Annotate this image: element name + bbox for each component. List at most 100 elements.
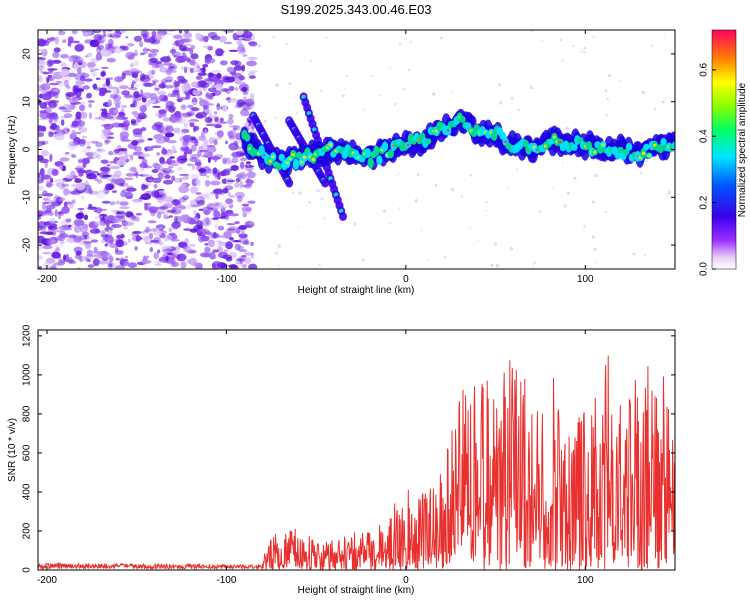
noise-blob bbox=[115, 200, 120, 205]
noise-blob bbox=[189, 59, 196, 66]
noise-blob bbox=[228, 203, 233, 206]
noise-blob bbox=[180, 261, 187, 269]
noise-blob bbox=[147, 70, 155, 77]
noise-blob bbox=[246, 161, 251, 165]
noise-blob bbox=[196, 65, 200, 70]
noise-blob bbox=[235, 177, 240, 183]
noise-blob bbox=[236, 40, 243, 46]
noise-blob bbox=[100, 66, 109, 69]
noise-blob bbox=[187, 120, 198, 123]
noise-blob bbox=[243, 96, 247, 104]
noise-blob bbox=[104, 115, 114, 120]
ridge-core bbox=[300, 160, 304, 164]
speckle bbox=[275, 83, 279, 87]
noise-blob bbox=[60, 115, 68, 119]
noise-blob bbox=[177, 92, 180, 100]
noise-blob bbox=[87, 100, 95, 103]
noise-blob bbox=[107, 261, 114, 269]
noise-blob bbox=[86, 259, 91, 263]
noise-blob bbox=[97, 178, 102, 184]
noise-blob bbox=[159, 205, 169, 211]
noise-blob bbox=[129, 71, 140, 75]
speckle bbox=[274, 116, 277, 120]
noise-blob bbox=[223, 230, 232, 239]
noise-blob bbox=[74, 141, 78, 144]
noise-blob bbox=[86, 92, 92, 99]
noise-blob bbox=[39, 111, 51, 119]
noise-blob bbox=[55, 230, 62, 233]
noise-blob bbox=[135, 216, 140, 222]
ridge-peak bbox=[406, 143, 410, 147]
noise-blob bbox=[142, 92, 153, 99]
noise-blob bbox=[162, 179, 174, 185]
colorbar-label: Normalized spectral amplitude bbox=[737, 82, 748, 217]
noise-blob bbox=[120, 190, 127, 198]
streak-blob bbox=[285, 178, 294, 188]
noise-blob bbox=[183, 136, 191, 143]
noise-blob bbox=[128, 70, 132, 77]
noise-blob bbox=[125, 36, 129, 39]
noise-blob bbox=[158, 109, 167, 115]
noise-blob bbox=[63, 254, 67, 261]
speckle bbox=[469, 174, 472, 177]
noise-blob bbox=[61, 119, 65, 126]
noise-blob bbox=[109, 185, 115, 190]
noise-blob bbox=[71, 120, 79, 128]
noise-blob bbox=[182, 134, 193, 143]
noise-blob bbox=[53, 178, 65, 183]
noise-blob bbox=[63, 259, 75, 263]
noise-blob bbox=[133, 170, 139, 176]
noise-blob bbox=[74, 44, 84, 52]
noise-blob bbox=[171, 221, 181, 229]
speckle bbox=[378, 94, 381, 97]
noise-blob bbox=[203, 151, 214, 159]
noise-blob bbox=[186, 57, 191, 63]
speckle bbox=[409, 41, 412, 44]
noise-blob bbox=[228, 49, 239, 52]
noise-blob bbox=[76, 237, 83, 241]
noise-blob bbox=[220, 88, 230, 93]
noise-blob bbox=[132, 132, 143, 138]
noise-blob bbox=[153, 133, 164, 140]
noise-blob bbox=[84, 78, 93, 82]
noise-blob bbox=[195, 69, 202, 73]
noise-blob bbox=[139, 104, 147, 113]
noise-blob bbox=[147, 99, 156, 104]
noise-blob bbox=[119, 30, 127, 34]
noise-blob bbox=[207, 170, 213, 175]
noise-blob bbox=[213, 202, 220, 207]
noise-blob bbox=[237, 45, 246, 53]
noise-blob bbox=[54, 93, 59, 99]
speckle bbox=[382, 209, 387, 213]
noise-blob bbox=[153, 252, 159, 260]
noise-blob bbox=[100, 110, 108, 118]
noise-blob bbox=[193, 178, 199, 181]
y-tick-label: 20 bbox=[22, 48, 33, 60]
noise-blob bbox=[198, 193, 209, 199]
speckle bbox=[316, 188, 320, 193]
noise-blob bbox=[59, 165, 63, 170]
noise-blob bbox=[236, 99, 245, 107]
speckle bbox=[467, 247, 469, 249]
noise-blob bbox=[144, 241, 153, 245]
noise-blob bbox=[108, 34, 113, 38]
noise-blob bbox=[96, 154, 102, 160]
noise-blob bbox=[106, 234, 114, 243]
noise-blob bbox=[229, 236, 234, 241]
noise-blob bbox=[167, 70, 171, 74]
speckle bbox=[450, 137, 452, 139]
noise-blob bbox=[244, 208, 252, 211]
noise-blob bbox=[93, 87, 103, 91]
noise-blob bbox=[179, 136, 190, 143]
noise-blob bbox=[199, 99, 210, 107]
noise-blob bbox=[107, 215, 115, 222]
noise-blob bbox=[78, 122, 82, 130]
y-tick-label: -20 bbox=[22, 237, 33, 252]
noise-blob bbox=[38, 178, 44, 184]
noise-blob bbox=[38, 185, 44, 192]
noise-blob bbox=[220, 171, 226, 177]
speckle bbox=[288, 82, 292, 86]
colorbar-tick-label: 0.6 bbox=[699, 62, 710, 76]
noise-blob bbox=[50, 177, 54, 183]
noise-blob bbox=[189, 67, 195, 74]
